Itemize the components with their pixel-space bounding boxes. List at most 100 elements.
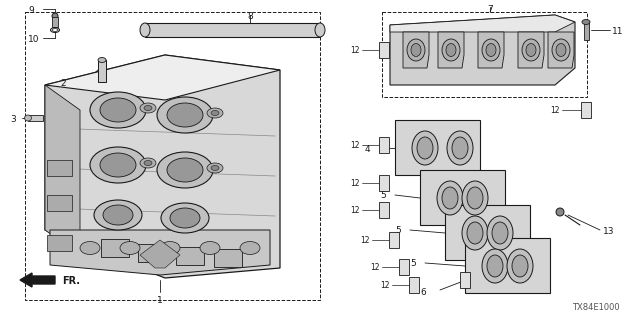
Ellipse shape — [24, 115, 31, 121]
Text: 2: 2 — [60, 79, 66, 88]
Bar — [420, 170, 505, 225]
Ellipse shape — [144, 161, 152, 165]
Ellipse shape — [211, 165, 219, 171]
Ellipse shape — [462, 216, 488, 250]
Bar — [47, 235, 72, 251]
Ellipse shape — [582, 20, 590, 25]
Text: TX84E1000: TX84E1000 — [572, 303, 620, 312]
Ellipse shape — [482, 249, 508, 283]
Bar — [52, 17, 58, 27]
Ellipse shape — [467, 187, 483, 209]
Text: 5: 5 — [395, 226, 401, 235]
Text: 10: 10 — [28, 35, 40, 44]
Ellipse shape — [94, 200, 142, 230]
Ellipse shape — [100, 153, 136, 177]
Polygon shape — [403, 32, 429, 68]
Text: 12: 12 — [550, 106, 559, 115]
Ellipse shape — [90, 147, 146, 183]
Ellipse shape — [417, 137, 433, 159]
Polygon shape — [45, 85, 80, 255]
Text: 12: 12 — [350, 46, 360, 55]
Ellipse shape — [100, 98, 136, 122]
Bar — [445, 205, 530, 260]
Text: 5: 5 — [380, 191, 386, 200]
Ellipse shape — [467, 222, 483, 244]
Text: 12: 12 — [360, 236, 369, 245]
Text: 13: 13 — [603, 227, 614, 236]
Ellipse shape — [556, 44, 566, 57]
Polygon shape — [548, 32, 574, 68]
Polygon shape — [390, 15, 575, 32]
Ellipse shape — [315, 23, 325, 37]
Ellipse shape — [160, 242, 180, 254]
Bar — [379, 137, 389, 153]
Ellipse shape — [442, 39, 460, 61]
Bar — [379, 202, 389, 218]
Ellipse shape — [556, 208, 564, 216]
Bar — [584, 22, 589, 40]
Ellipse shape — [462, 181, 488, 215]
Polygon shape — [518, 32, 544, 68]
Ellipse shape — [80, 242, 100, 254]
Text: 8: 8 — [247, 12, 253, 21]
Bar — [47, 195, 72, 211]
Bar — [465, 238, 550, 293]
Text: 7: 7 — [487, 5, 493, 14]
Text: 6: 6 — [420, 288, 426, 297]
Ellipse shape — [144, 106, 152, 110]
Ellipse shape — [482, 39, 500, 61]
Polygon shape — [140, 240, 180, 268]
Ellipse shape — [211, 110, 219, 116]
Ellipse shape — [507, 249, 533, 283]
Bar — [460, 272, 470, 288]
Bar — [399, 259, 409, 275]
Ellipse shape — [492, 222, 508, 244]
Ellipse shape — [442, 187, 458, 209]
Ellipse shape — [167, 103, 203, 127]
Ellipse shape — [207, 163, 223, 173]
Ellipse shape — [207, 108, 223, 118]
Bar — [409, 277, 419, 293]
Ellipse shape — [161, 203, 209, 233]
Ellipse shape — [90, 92, 146, 128]
Ellipse shape — [167, 158, 203, 182]
Ellipse shape — [120, 242, 140, 254]
Bar — [379, 42, 389, 58]
Ellipse shape — [240, 242, 260, 254]
Bar — [214, 249, 242, 267]
Text: 12: 12 — [350, 141, 360, 150]
Text: 12: 12 — [380, 281, 390, 290]
Ellipse shape — [157, 152, 213, 188]
Ellipse shape — [103, 205, 133, 225]
Ellipse shape — [98, 58, 106, 62]
Ellipse shape — [200, 242, 220, 254]
Ellipse shape — [412, 131, 438, 165]
Bar — [138, 244, 166, 262]
Text: 12: 12 — [350, 206, 360, 215]
Text: 4: 4 — [365, 145, 371, 154]
Ellipse shape — [487, 216, 513, 250]
Ellipse shape — [486, 44, 496, 57]
Bar — [145, 23, 320, 37]
Polygon shape — [50, 230, 270, 275]
Text: 5: 5 — [410, 259, 416, 268]
FancyArrow shape — [20, 273, 55, 287]
Ellipse shape — [157, 97, 213, 133]
Ellipse shape — [447, 131, 473, 165]
Ellipse shape — [140, 23, 150, 37]
Bar — [379, 175, 389, 191]
Bar — [101, 239, 129, 257]
Ellipse shape — [140, 158, 156, 168]
Bar — [28, 115, 43, 121]
Polygon shape — [438, 32, 464, 68]
Ellipse shape — [552, 39, 570, 61]
Text: 11: 11 — [612, 27, 623, 36]
Bar — [382, 12, 587, 97]
Ellipse shape — [446, 44, 456, 57]
Ellipse shape — [512, 255, 528, 277]
Bar — [389, 232, 399, 248]
Ellipse shape — [407, 39, 425, 61]
Ellipse shape — [170, 208, 200, 228]
Ellipse shape — [411, 44, 421, 57]
Ellipse shape — [526, 44, 536, 57]
